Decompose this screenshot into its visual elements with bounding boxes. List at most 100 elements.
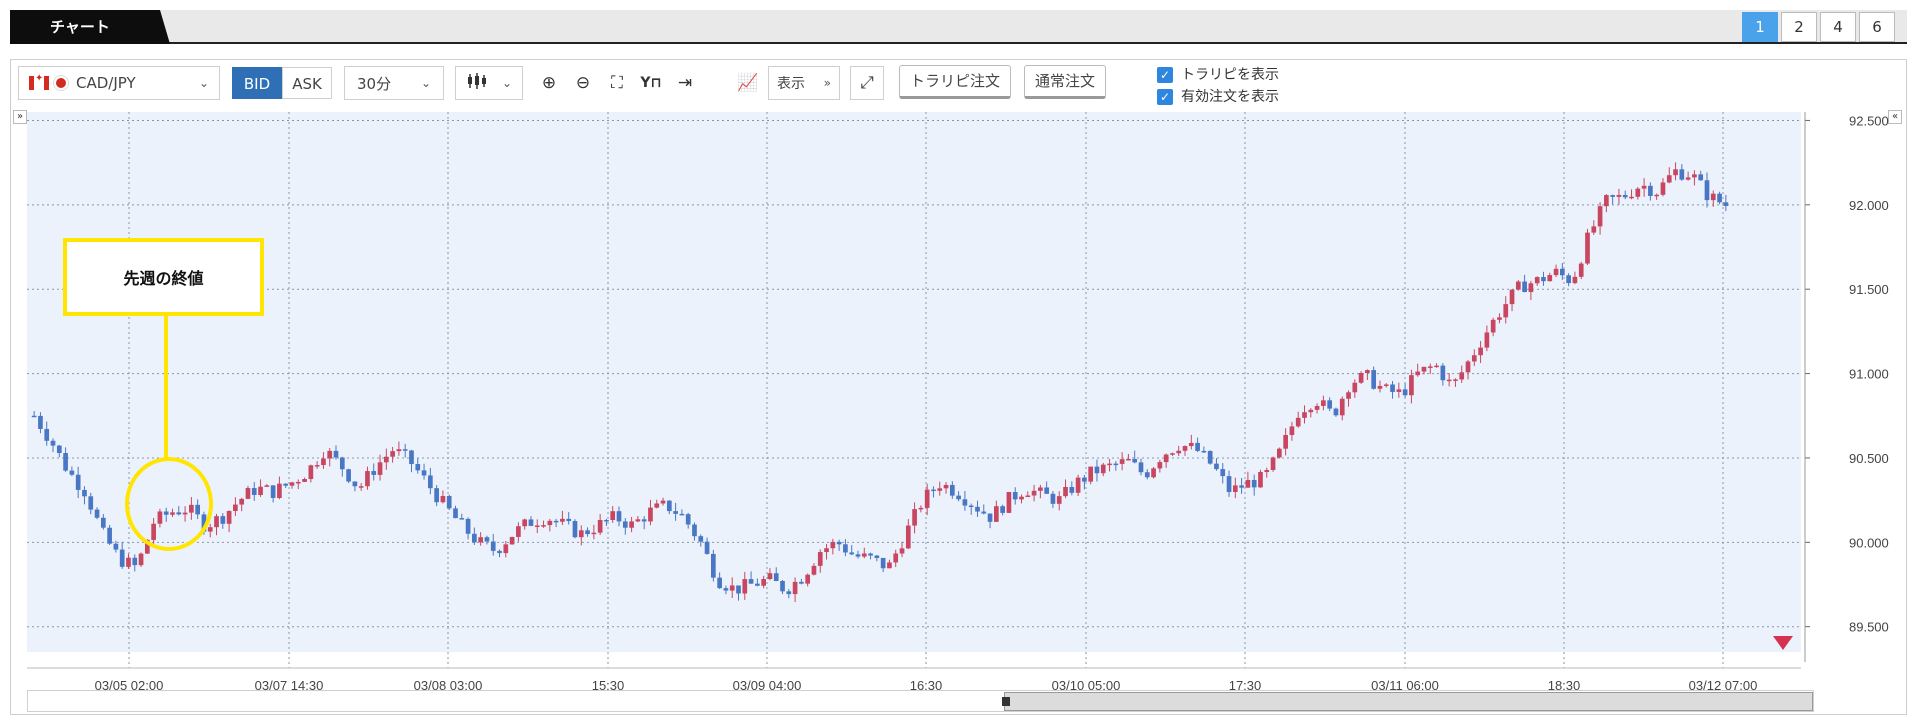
candle-body bbox=[321, 458, 326, 466]
layout-2-button[interactable]: 2 bbox=[1781, 12, 1817, 42]
chart-toolbar: CAD/JPY ⌄ BID ASK 30分 ⌄ ⌄ ⊕ ⊖ ⛶ Y⊓ ⇥ 📈 表… bbox=[11, 60, 1906, 110]
y-tick-label: 89.500 bbox=[1849, 620, 1889, 635]
candle-body bbox=[94, 509, 100, 518]
candle-body bbox=[1402, 389, 1408, 396]
candle-body bbox=[1214, 463, 1219, 470]
candle-body bbox=[1421, 366, 1427, 372]
candle-body bbox=[1528, 283, 1534, 293]
candle-body bbox=[434, 488, 439, 503]
layout-1-button[interactable]: 1 bbox=[1742, 12, 1778, 42]
timeframe-select[interactable]: 30分 ⌄ bbox=[344, 66, 444, 100]
y-tick-label: 92.500 bbox=[1849, 113, 1889, 128]
candle-body bbox=[50, 440, 56, 446]
candle-body bbox=[786, 591, 792, 595]
candle-body bbox=[1723, 202, 1729, 206]
show-trap-checkbox[interactable]: ✓ トラリピを表示 bbox=[1157, 64, 1279, 86]
y-tick-label: 91.500 bbox=[1849, 282, 1889, 297]
expand-icon[interactable]: ⤢ bbox=[850, 66, 884, 100]
candle-body bbox=[264, 485, 270, 487]
candle-body bbox=[377, 462, 383, 475]
candle-body bbox=[239, 498, 245, 505]
candle-body bbox=[541, 525, 546, 527]
candle-body bbox=[1597, 206, 1603, 227]
zoom-in-icon[interactable]: ⊕ bbox=[541, 73, 557, 93]
candle-body bbox=[522, 519, 528, 527]
candle-body bbox=[302, 479, 307, 482]
candle-body bbox=[805, 574, 811, 584]
candle-body bbox=[1610, 195, 1615, 197]
currency-pair-label: CAD/JPY bbox=[76, 74, 136, 92]
candle-body bbox=[755, 583, 760, 586]
candle-body bbox=[1339, 398, 1345, 416]
candle-body bbox=[1163, 454, 1169, 463]
candle-body bbox=[1497, 317, 1502, 320]
candle-body bbox=[1377, 385, 1383, 389]
candle-body bbox=[1056, 496, 1062, 504]
collapse-right-icon[interactable]: « bbox=[1888, 110, 1902, 124]
chart-type-select[interactable]: ⌄ bbox=[455, 66, 523, 100]
tab-chart[interactable]: チャート bbox=[10, 10, 170, 44]
candle-body bbox=[1144, 472, 1150, 478]
candle-body bbox=[1478, 347, 1483, 356]
y-tick-label: 92.000 bbox=[1849, 198, 1889, 213]
candle-body bbox=[478, 537, 483, 543]
candle-body bbox=[56, 445, 62, 454]
display-menu[interactable]: 表示 » bbox=[768, 66, 840, 100]
layout-4-button[interactable]: 4 bbox=[1820, 12, 1856, 42]
jump-to-latest-icon[interactable]: ⇥ bbox=[677, 73, 693, 93]
candle-body bbox=[1641, 185, 1647, 189]
scrollbar-handle[interactable] bbox=[1002, 697, 1010, 706]
candle-body bbox=[604, 519, 609, 522]
candle-body bbox=[1232, 485, 1238, 493]
fit-screen-icon[interactable]: ⛶ bbox=[611, 73, 623, 93]
candle-body bbox=[1352, 382, 1358, 393]
candle-body bbox=[736, 585, 741, 594]
candle-body bbox=[1509, 289, 1515, 305]
candle-body bbox=[390, 451, 395, 457]
candle-body bbox=[1371, 370, 1377, 389]
chart-scrollbar[interactable] bbox=[27, 690, 1814, 712]
y-axis-lock-icon[interactable]: Y⊓ bbox=[640, 75, 662, 91]
candle-body bbox=[679, 513, 685, 516]
chevron-down-icon: ⌄ bbox=[420, 76, 431, 90]
normal-order-button[interactable]: 通常注文 bbox=[1024, 65, 1107, 99]
layout-6-button[interactable]: 6 bbox=[1859, 12, 1895, 42]
trap-repeat-order-button[interactable]: トラリピ注文 bbox=[899, 65, 1012, 99]
bid-button[interactable]: BID bbox=[232, 67, 282, 99]
scrollbar-thumb[interactable] bbox=[1004, 692, 1813, 711]
candle-body bbox=[258, 486, 263, 495]
candle-body bbox=[981, 511, 987, 514]
collapse-left-icon[interactable]: » bbox=[13, 110, 27, 124]
candle-body bbox=[1132, 458, 1138, 463]
candle-body bbox=[591, 532, 597, 535]
candle-body bbox=[1622, 194, 1628, 198]
candle-body bbox=[704, 541, 710, 554]
candle-body bbox=[1308, 409, 1314, 413]
candle-body bbox=[1358, 373, 1364, 383]
show-orders-checkbox[interactable]: ✓ 有効注文を表示 bbox=[1157, 86, 1279, 108]
add-indicator-icon[interactable]: 📈 bbox=[733, 66, 763, 100]
price-chart[interactable]: 92.500 92.000 91.500 91.000 90.500 90.000 89.5… bbox=[11, 60, 1906, 690]
candle-body bbox=[1484, 332, 1490, 348]
candle-body bbox=[1264, 470, 1270, 473]
candle-body bbox=[107, 527, 112, 544]
candle-body bbox=[1289, 426, 1295, 436]
candle-body bbox=[560, 518, 565, 522]
candle-body bbox=[905, 525, 911, 549]
candle-body bbox=[82, 489, 87, 497]
candle-body bbox=[1365, 370, 1370, 374]
x-tick-label: 03/11 06:00 bbox=[1371, 678, 1439, 690]
candle-body bbox=[849, 552, 855, 555]
candle-body bbox=[75, 474, 81, 490]
zoom-out-icon[interactable]: ⊖ bbox=[575, 73, 591, 93]
candle-body bbox=[503, 544, 509, 554]
candle-body bbox=[1465, 361, 1471, 373]
candle-body bbox=[1547, 275, 1553, 282]
ask-button[interactable]: ASK bbox=[282, 67, 332, 99]
candle-body bbox=[1082, 477, 1087, 482]
candle-body bbox=[874, 555, 880, 558]
chevron-down-icon: ⌄ bbox=[501, 76, 512, 90]
x-tick-label: 03/05 02:00 bbox=[95, 678, 164, 690]
candle-body bbox=[270, 485, 276, 498]
currency-pair-select[interactable]: CAD/JPY ⌄ bbox=[18, 66, 220, 100]
